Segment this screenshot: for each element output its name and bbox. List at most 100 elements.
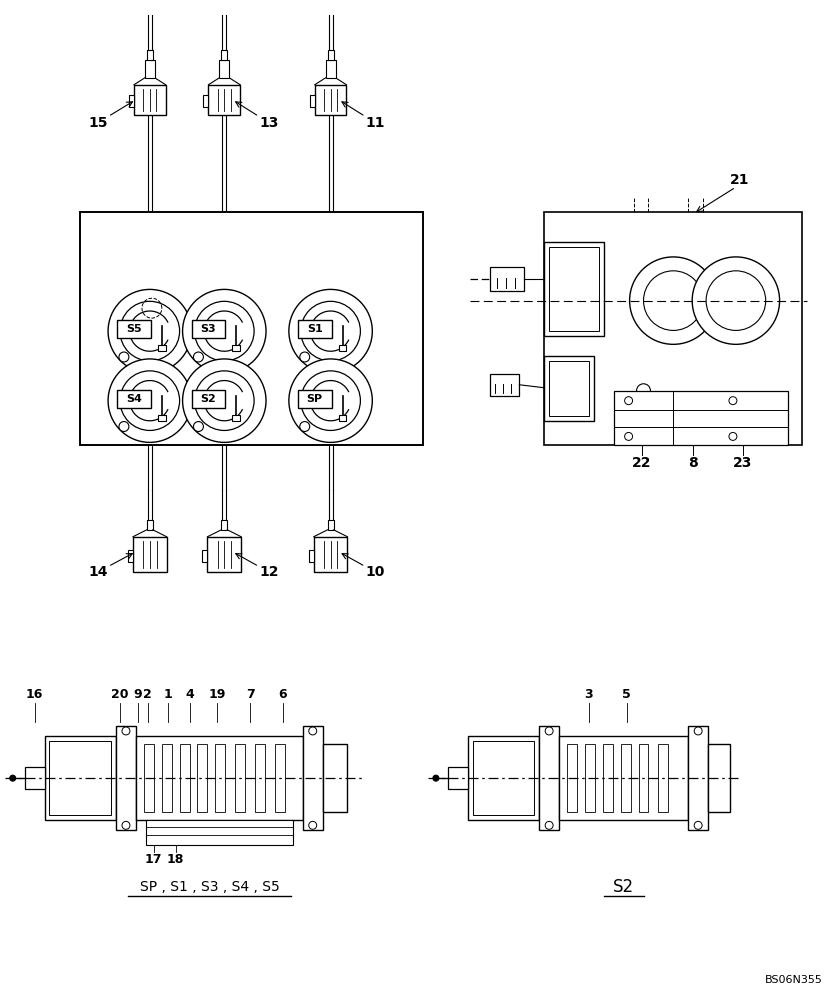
Circle shape xyxy=(643,271,703,330)
Bar xyxy=(207,537,241,572)
Bar xyxy=(158,345,165,351)
Circle shape xyxy=(694,727,702,735)
Circle shape xyxy=(729,397,737,405)
Bar xyxy=(339,345,346,351)
Text: SP , S1 , S3 , S4 , S5: SP , S1 , S3 , S4 , S5 xyxy=(139,880,279,894)
Bar xyxy=(328,50,333,60)
Bar xyxy=(180,744,190,812)
Text: 13: 13 xyxy=(260,116,279,130)
Circle shape xyxy=(195,301,255,361)
Circle shape xyxy=(122,727,130,735)
Bar xyxy=(192,390,225,408)
Circle shape xyxy=(625,397,633,405)
Circle shape xyxy=(120,371,180,430)
Text: 12: 12 xyxy=(260,565,279,579)
Circle shape xyxy=(545,727,553,735)
Bar xyxy=(50,741,111,815)
Text: 17: 17 xyxy=(145,853,162,866)
Circle shape xyxy=(195,371,255,430)
Bar xyxy=(144,60,155,78)
Bar xyxy=(313,537,348,572)
Bar xyxy=(490,374,519,396)
Bar xyxy=(232,345,240,351)
Text: 20: 20 xyxy=(111,688,129,701)
Bar xyxy=(147,50,153,60)
Text: 22: 22 xyxy=(632,456,651,470)
Bar xyxy=(203,95,208,107)
Bar xyxy=(208,85,240,115)
Circle shape xyxy=(182,359,266,442)
Text: SP: SP xyxy=(307,394,323,404)
Circle shape xyxy=(182,289,266,373)
Bar xyxy=(544,242,604,336)
Text: 7: 7 xyxy=(246,688,255,701)
Bar xyxy=(221,520,228,530)
Text: 10: 10 xyxy=(365,565,385,579)
Bar xyxy=(339,415,346,421)
Circle shape xyxy=(309,727,317,735)
Bar xyxy=(621,744,631,812)
Text: 21: 21 xyxy=(730,173,749,187)
Bar xyxy=(688,726,708,830)
Text: S2: S2 xyxy=(613,878,634,896)
Text: S3: S3 xyxy=(201,324,216,334)
Bar xyxy=(544,356,594,421)
Bar xyxy=(116,726,136,830)
Text: S5: S5 xyxy=(126,324,142,334)
Bar xyxy=(315,85,346,115)
Bar xyxy=(323,744,348,812)
Bar xyxy=(275,744,285,812)
Bar xyxy=(638,744,648,812)
Bar xyxy=(133,537,166,572)
Circle shape xyxy=(706,271,766,330)
Text: 8: 8 xyxy=(688,456,698,470)
Circle shape xyxy=(108,289,192,373)
Bar xyxy=(544,212,802,445)
Bar xyxy=(328,520,333,530)
Bar xyxy=(614,391,788,445)
Bar xyxy=(134,85,165,115)
Circle shape xyxy=(300,422,310,431)
Text: 14: 14 xyxy=(88,565,108,579)
Text: 3: 3 xyxy=(585,688,593,701)
Circle shape xyxy=(301,371,360,430)
Circle shape xyxy=(10,775,16,781)
Bar xyxy=(129,95,134,107)
Bar xyxy=(298,390,332,408)
Circle shape xyxy=(289,359,372,442)
Text: BS06N355: BS06N355 xyxy=(764,975,822,985)
Bar xyxy=(448,767,468,789)
Circle shape xyxy=(545,821,553,829)
Circle shape xyxy=(193,352,203,362)
Bar xyxy=(24,767,45,789)
Bar xyxy=(45,736,116,820)
Bar xyxy=(136,736,302,820)
Circle shape xyxy=(433,775,438,781)
Circle shape xyxy=(119,422,129,431)
Circle shape xyxy=(122,821,130,829)
Bar xyxy=(539,726,559,830)
Text: 9: 9 xyxy=(134,688,142,701)
Circle shape xyxy=(729,432,737,440)
Text: 5: 5 xyxy=(622,688,631,701)
Bar xyxy=(309,550,313,562)
Bar xyxy=(162,744,171,812)
Bar xyxy=(659,744,669,812)
Bar xyxy=(202,550,207,562)
Bar xyxy=(549,247,599,331)
Bar xyxy=(215,744,225,812)
Bar xyxy=(310,95,315,107)
Bar xyxy=(144,744,154,812)
Circle shape xyxy=(119,352,129,362)
Circle shape xyxy=(692,257,780,344)
Text: 2: 2 xyxy=(144,688,152,701)
Circle shape xyxy=(625,432,633,440)
Text: 6: 6 xyxy=(279,688,287,701)
Text: S4: S4 xyxy=(126,394,142,404)
Bar xyxy=(490,267,524,291)
Text: 16: 16 xyxy=(26,688,43,701)
Bar xyxy=(473,741,534,815)
Bar xyxy=(158,415,165,421)
Text: S2: S2 xyxy=(201,394,216,404)
Bar xyxy=(197,744,207,812)
